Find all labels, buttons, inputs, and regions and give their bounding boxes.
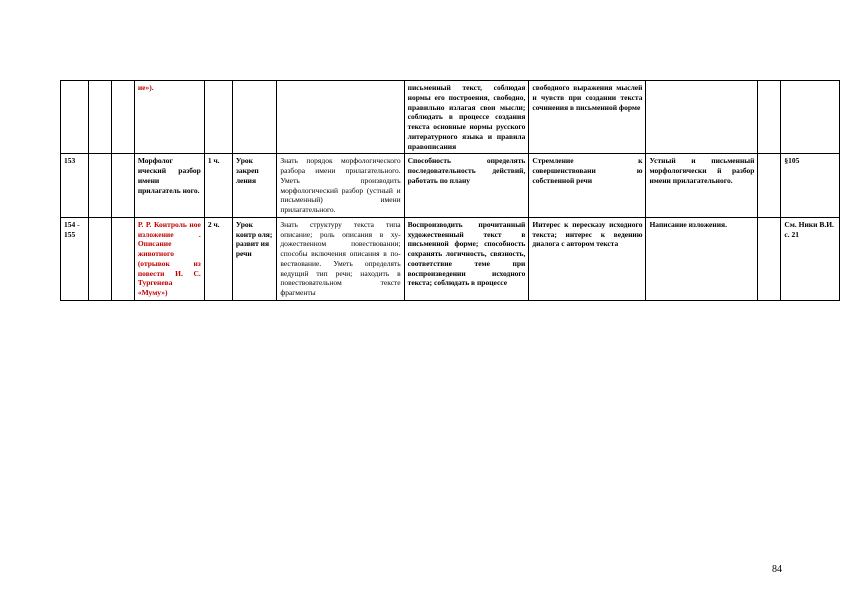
table-cell: Знать структуру текста типа описание; ро… bbox=[277, 217, 404, 300]
table-cell: Урок закреп ления bbox=[232, 154, 277, 218]
table-cell bbox=[758, 217, 781, 300]
table-cell: См. Ники В.И. с. 21 bbox=[781, 217, 840, 300]
table-cell: ие»). bbox=[134, 81, 204, 154]
table-cell bbox=[277, 81, 404, 154]
table-cell: Морфолог ический разбор имени прилагател… bbox=[134, 154, 204, 218]
table-cell bbox=[89, 154, 112, 218]
table-cell bbox=[89, 217, 112, 300]
table-cell: Знать порядок морфологического разбора и… bbox=[277, 154, 404, 218]
table-row: 153 Морфолог ический разбор имени прилага… bbox=[61, 154, 840, 218]
table-cell: 154 - 155 bbox=[61, 217, 89, 300]
table-cell bbox=[232, 81, 277, 154]
page-content: ие»). письменный текст, соблюдая нормы ег… bbox=[60, 80, 840, 301]
table-cell bbox=[89, 81, 112, 154]
table-cell: 153 bbox=[61, 154, 89, 218]
table-cell: Способность определять последовательност… bbox=[404, 154, 529, 218]
table-cell bbox=[204, 81, 232, 154]
table-row: 154 - 155 Р. Р. Контроль ное изложение . … bbox=[61, 217, 840, 300]
table-cell: Устный и письменный морфологически й раз… bbox=[646, 154, 758, 218]
table-cell: 1 ч. bbox=[204, 154, 232, 218]
curriculum-table: ие»). письменный текст, соблюдая нормы ег… bbox=[60, 80, 840, 301]
table-cell: Воспроизводить прочитанный художественны… bbox=[404, 217, 529, 300]
table-cell: Р. Р. Контроль ное изложение . Описание … bbox=[134, 217, 204, 300]
table-cell bbox=[111, 154, 134, 218]
table-cell: Написание изложения. bbox=[646, 217, 758, 300]
table-cell: §105 bbox=[781, 154, 840, 218]
table-cell: свободного выражения мыслей и чувств при… bbox=[529, 81, 646, 154]
table-cell bbox=[758, 154, 781, 218]
table-cell: Урок контр оля; развит ия речи bbox=[232, 217, 277, 300]
table-cell bbox=[61, 81, 89, 154]
table-cell bbox=[646, 81, 758, 154]
table-cell bbox=[758, 81, 781, 154]
table-cell: Стремление к совершенствовани ю собствен… bbox=[529, 154, 646, 218]
table-cell: 2 ч. bbox=[204, 217, 232, 300]
table-cell bbox=[111, 217, 134, 300]
table-cell bbox=[111, 81, 134, 154]
table-cell: Интерес к пересказу исходного текста; ин… bbox=[529, 217, 646, 300]
table-cell: письменный текст, соблюдая нормы его пос… bbox=[404, 81, 529, 154]
table-cell bbox=[781, 81, 840, 154]
table-row: ие»). письменный текст, соблюдая нормы ег… bbox=[61, 81, 840, 154]
page-number: 84 bbox=[772, 564, 782, 575]
